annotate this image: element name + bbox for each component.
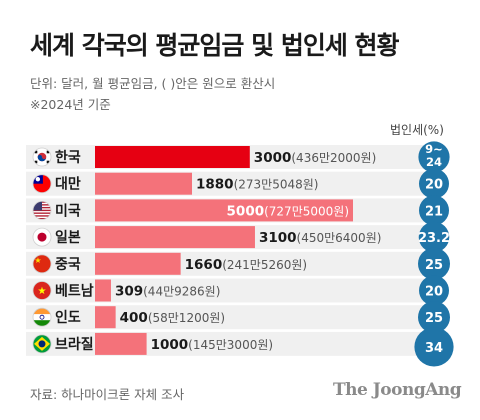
won-value: (241만5260원) [222, 258, 307, 272]
won-value: (44만9286원) [143, 285, 220, 299]
usa-flag-icon [32, 200, 52, 220]
chart-row: 대만 1880(273만5048원) [26, 171, 426, 196]
won-value: (273만5048원) [234, 178, 319, 192]
wage-bar [95, 199, 353, 222]
category-label: 대만 [55, 177, 81, 193]
wage-bar [95, 306, 116, 329]
wage-bar [95, 172, 193, 195]
tax-rate-circle: 21 [419, 195, 449, 226]
japan-flag-icon [32, 227, 52, 247]
tax-column-header: 법인세(%) [390, 123, 444, 137]
tax-rate-label: 23.2 [418, 231, 450, 246]
value-label: 1660(241만5260원) [185, 257, 307, 273]
source-note: 자료: 하나마이크론 자체 조사 [30, 387, 185, 402]
tax-rate-label: 25 [425, 311, 443, 326]
category-label: 베트남 [55, 283, 94, 300]
china-flag-icon: ★ [32, 254, 52, 274]
tax-rate-circle: 20 [419, 168, 449, 199]
wage-bar [95, 279, 111, 302]
vietnam-flag-icon: ★ [32, 281, 52, 300]
won-value: (145만3000원) [188, 338, 273, 352]
tax-rate-label: 9~ [425, 142, 443, 156]
unit-note: 단위: 달러, 월 평균임금, ( )안은 원으로 환산시 [30, 76, 276, 91]
year-note: ※2024년 기준 [30, 97, 111, 112]
page-title: 세계 각국의 평균임금 및 법인세 현황 [30, 31, 400, 60]
wage-value: 3100 [259, 230, 297, 246]
tax-rate-label: 20 [425, 285, 443, 300]
chart-row: 한국 3000(436만2000원) [26, 145, 426, 169]
category-label: 인도 [55, 309, 81, 326]
row-background [26, 331, 426, 356]
chart-row: 미국 5000(727만5000원) [26, 198, 426, 223]
won-value: (436만2000원) [291, 151, 376, 165]
wage-value: 1880 [196, 177, 234, 193]
chart-row: 일본 3100(450만6400원) [26, 225, 426, 250]
value-label: 3000(436만2000원) [254, 150, 376, 166]
wage-bar [95, 252, 181, 275]
wage-bar [95, 146, 250, 168]
wage-bar [95, 332, 147, 355]
tax-rate-label: 21 [425, 204, 443, 219]
value-label: 400(58만1200원) [120, 310, 225, 326]
svg-text:★: ★ [38, 286, 47, 297]
row-background [26, 278, 426, 303]
category-label: 한국 [55, 150, 81, 166]
wage-value: 1660 [185, 257, 223, 273]
chart-row: ★ 중국 1660(241만5260원) [26, 251, 426, 276]
wage-value: 309 [115, 284, 143, 300]
taiwan-flag-icon [32, 174, 52, 194]
tax-rate-circle: 25 [418, 247, 450, 280]
chart-row: 인도 400(58만1200원) [26, 305, 426, 330]
value-label: 1880(273만5048원) [196, 177, 318, 193]
tax-rate-label: 20 [425, 178, 443, 193]
value-label: 5000(727만5000원) [227, 203, 349, 219]
category-label: 일본 [55, 230, 81, 246]
wage-value: 3000 [254, 150, 292, 166]
wage-value: 1000 [151, 337, 189, 353]
won-value: (58만1200원) [148, 311, 225, 325]
tax-rate-circle: 20 [419, 275, 449, 306]
tax-circles: 9~24 20 21 23.2 25 20 25 34 [414, 141, 454, 367]
wage-value: 5000 [227, 203, 265, 219]
korea-flag-icon [32, 147, 52, 167]
row-background [26, 305, 426, 330]
svg-text:★: ★ [34, 256, 41, 265]
tax-rate-circle: 34 [414, 327, 454, 367]
category-label: 미국 [55, 203, 81, 219]
won-value: (450만6400원) [297, 231, 382, 245]
tax-rate-label: 24 [426, 155, 442, 169]
value-label: 1000(145만3000원) [151, 337, 273, 353]
brazil-flag-icon [32, 334, 52, 354]
value-label: 3100(450만6400원) [259, 230, 381, 246]
india-flag-icon [32, 307, 52, 327]
brand-logo: The JoongAng [333, 380, 462, 400]
tax-rate-label: 34 [425, 341, 443, 356]
value-label: 309(44만9286원) [115, 284, 220, 300]
category-label: 중국 [55, 257, 81, 273]
tax-rate-circle: 25 [418, 301, 450, 334]
won-value: (727만5000원) [264, 204, 349, 218]
wage-bar [95, 226, 255, 249]
tax-rate-circle: 23.2 [418, 221, 450, 253]
category-label: 브라질 [55, 337, 94, 353]
wage-value: 400 [120, 310, 148, 326]
chart-rows: 한국 3000(436만2000원) 대만 1880(273만5048원) 미국 5000… [26, 145, 426, 356]
tax-rate-label: 25 [425, 258, 443, 273]
row-background [26, 171, 426, 196]
chart-row: 브라질 1000(145만3000원) [26, 331, 426, 356]
chart-row: ★ 베트남 309(44만9286원) [26, 278, 426, 303]
tax-rate-circle: 9~24 [418, 141, 450, 173]
